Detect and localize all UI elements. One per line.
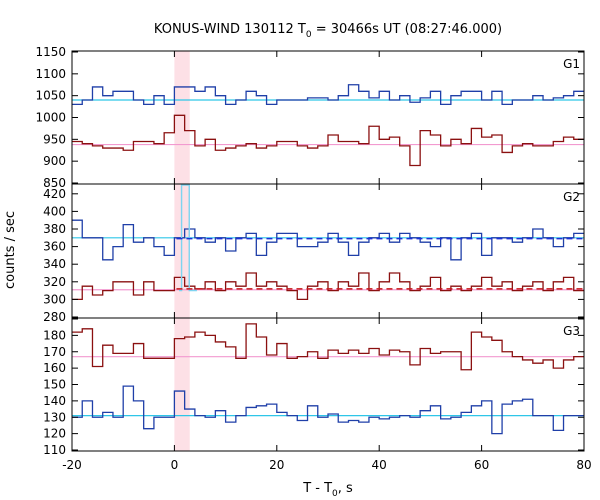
x-tick-label: 20	[269, 458, 284, 472]
y-axis-title: counts / sec	[3, 211, 18, 289]
panel-g2-series-low	[72, 272, 584, 301]
panel-g2-ytick-label: 420	[43, 187, 66, 201]
panel-g1-series-low	[72, 114, 584, 167]
plot-area: 8509009501000105011001150G12803003203403…	[35, 45, 591, 472]
panel-g2-series-highres	[179, 184, 197, 292]
panel-g2-ytick-label: 340	[43, 257, 66, 271]
chart-title-main: KONUS-WIND 130112 T	[154, 22, 306, 37]
panel-g1-frame	[71, 50, 585, 185]
x-tick-label: 0	[171, 458, 179, 472]
panel-g1-ytick-label: 1000	[35, 111, 66, 125]
panel-g3-frame	[71, 317, 585, 452]
panel-g2-series-high	[72, 219, 584, 261]
x-axis-title-subscript: 0	[332, 489, 338, 499]
panel-g3-series-high	[72, 385, 584, 435]
panel-g3-ytick-label: 180	[43, 328, 66, 342]
panel-g2-label: G2	[563, 190, 580, 204]
panel-g2-ytick-label: 400	[43, 204, 66, 218]
panel-g1-label: G1	[563, 57, 580, 71]
panel-g3-ytick-label: 160	[43, 361, 66, 375]
panel-g2-ytick-label: 380	[43, 222, 66, 236]
x-tick-label: 40	[372, 458, 387, 472]
panel-g3-ytick-label: 170	[43, 345, 66, 359]
panel-g2-ytick-label: 360	[43, 240, 66, 254]
x-tick-label: -20	[62, 458, 82, 472]
x-axis-title-rest: , s	[338, 481, 353, 496]
panel-g1-ytick-label: 900	[43, 154, 66, 168]
x-tick-label: 80	[576, 458, 591, 472]
panel-g1-ytick-label: 1100	[35, 67, 66, 81]
panel-g3-ytick-label: 130	[43, 410, 66, 424]
panel-g3-label: G3	[563, 324, 580, 338]
panel-g1-ytick-label: 850	[43, 176, 66, 190]
x-axis-title-main: T - T	[302, 481, 332, 496]
panel-g3-ytick-label: 120	[43, 427, 66, 441]
panel-g1-ytick-label: 950	[43, 132, 66, 146]
panel-g2-frame	[71, 183, 585, 319]
panel-g3-series-low	[72, 323, 584, 371]
x-tick-label: 60	[474, 458, 489, 472]
panel-g2-ytick-label: 320	[43, 275, 66, 289]
panel-g2-ytick-label: 300	[43, 292, 66, 306]
chart-title-subscript: 0	[306, 30, 312, 40]
panel-g2-ytick-label: 280	[43, 310, 66, 324]
x-axis-title: T - T0, s	[302, 481, 353, 499]
panel-g1-series-high	[72, 84, 584, 106]
panel-g1-ytick-label: 1050	[35, 89, 66, 103]
chart-title-rest: = 30466s UT (08:27:46.000)	[312, 22, 502, 37]
chart-title: KONUS-WIND 130112 T0 = 30466s UT (08:27:…	[154, 22, 502, 40]
panel-g3-ytick-label: 110	[43, 443, 66, 457]
panel-g1-ytick-label: 1150	[35, 45, 66, 59]
panel-g3-ytick-label: 140	[43, 394, 66, 408]
panel-g3-ytick-label: 150	[43, 378, 66, 392]
